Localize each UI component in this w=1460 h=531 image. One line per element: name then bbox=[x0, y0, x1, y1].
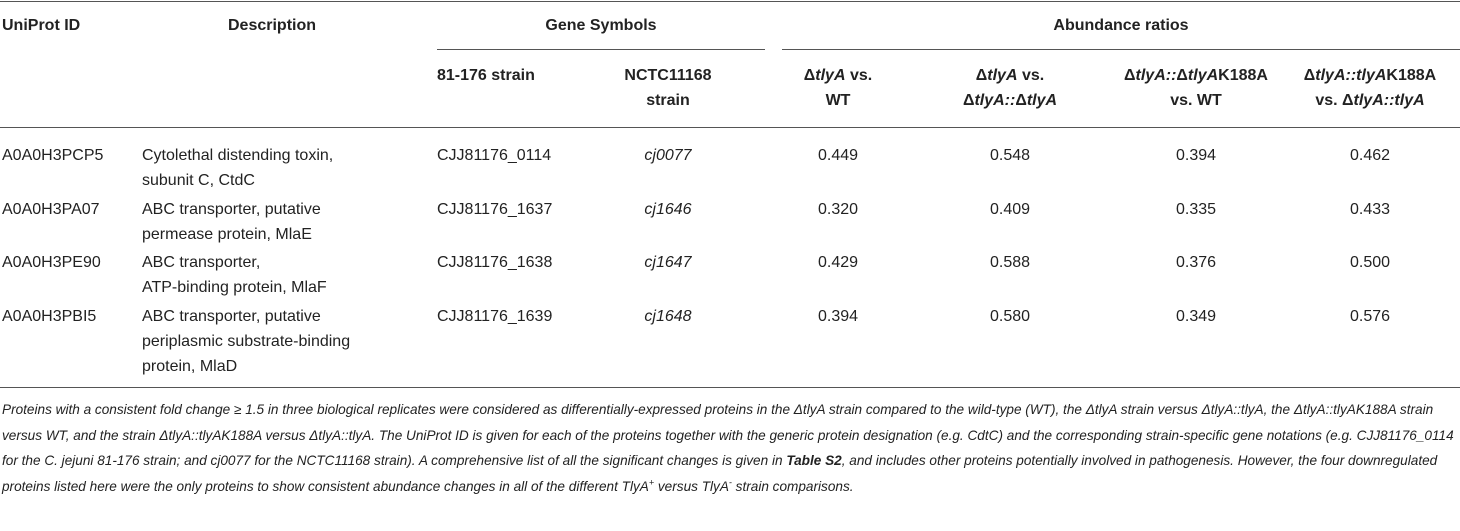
text: strain comparisons. bbox=[731, 478, 854, 494]
text: strain bbox=[646, 92, 690, 109]
ratio: 0.320 bbox=[817, 200, 859, 218]
description-line: protein, MlaD bbox=[142, 358, 238, 376]
ratio: 0.394 bbox=[1175, 147, 1217, 164]
text: tlyA bbox=[987, 67, 1018, 84]
text: vs. bbox=[845, 67, 873, 84]
uniprot-id: A0A0H3PE90 bbox=[2, 254, 101, 272]
header: Abundance ratios bbox=[1053, 17, 1189, 34]
text: tlyA bbox=[815, 67, 846, 84]
text: Table S2 bbox=[786, 453, 842, 469]
text: , and includes other proteins potentiall… bbox=[2, 453, 1438, 494]
bottom-rule bbox=[0, 387, 1460, 388]
ratio: 0.433 bbox=[1349, 200, 1391, 218]
ratio: 0.376 bbox=[1175, 254, 1217, 272]
text: tlyA:: bbox=[1135, 67, 1177, 84]
gene-symbol: CJJ81176_1638 bbox=[437, 254, 553, 272]
column-header: 81-176 strain bbox=[437, 63, 535, 88]
text: Proteins with a consistent fold change ≥… bbox=[2, 402, 1454, 469]
text: versus TlyA bbox=[654, 478, 729, 494]
text: tlyA bbox=[1187, 67, 1219, 84]
text: K188A bbox=[1386, 67, 1437, 84]
text: WT bbox=[825, 92, 851, 109]
column-header: ΔtlyA::tlyAK188A vs. ΔtlyA::tlyA bbox=[1270, 63, 1460, 113]
column-header: ΔtlyA vs. ΔtlyA::ΔtlyA bbox=[910, 63, 1110, 113]
gene-symbol: CJJ81176_0114 bbox=[437, 147, 552, 164]
text: Δ bbox=[1124, 67, 1136, 84]
text: vs. Δ bbox=[1315, 92, 1354, 109]
ratio: 0.429 bbox=[817, 254, 859, 272]
group-rule bbox=[782, 49, 1460, 50]
description-line: permease protein, MlaE bbox=[142, 225, 312, 243]
description: ABC transporter, putative periplasmic sub… bbox=[142, 304, 350, 379]
ratio: 0.449 bbox=[817, 147, 859, 164]
text: Δ bbox=[803, 67, 816, 84]
text: Δ bbox=[1015, 92, 1027, 109]
gene-symbol: cj0077 bbox=[644, 147, 692, 164]
column-header: NCTC11168 strain bbox=[578, 63, 758, 113]
footnote: Proteins with a consistent fold change ≥… bbox=[2, 397, 1458, 499]
ratio: 0.500 bbox=[1349, 254, 1391, 272]
gene-symbol: CJJ81176_1639 bbox=[437, 308, 553, 326]
text: tlyA::tlyA bbox=[1353, 92, 1425, 109]
text: NCTC11168 bbox=[624, 67, 712, 84]
ratio: 0.349 bbox=[1175, 308, 1217, 326]
text: 81-176 strain bbox=[437, 67, 535, 84]
description: ABC transporter, ATP-binding protein, Mla… bbox=[142, 250, 327, 300]
ratio: 0.409 bbox=[989, 200, 1031, 218]
ratio: 0.576 bbox=[1349, 308, 1391, 326]
description-line: subunit C, CtdC bbox=[142, 172, 255, 189]
description-line: periplasmic substrate-binding bbox=[142, 333, 351, 351]
uniprot-id: A0A0H3PCP5 bbox=[2, 147, 104, 164]
description: Cytolethal distending toxin, subunit C, C… bbox=[142, 143, 333, 193]
text: tlyA::tlyA bbox=[1315, 67, 1387, 84]
header: Description bbox=[228, 17, 317, 34]
ratio: 0.462 bbox=[1349, 147, 1391, 164]
text: vs. bbox=[1017, 67, 1045, 84]
header: Gene Symbols bbox=[545, 17, 657, 34]
description-line: ABC transporter, putative bbox=[142, 200, 321, 218]
top-rule bbox=[0, 1, 1460, 2]
ratio: 0.580 bbox=[989, 308, 1031, 326]
text: + bbox=[648, 477, 655, 488]
text: Δ bbox=[1303, 67, 1316, 84]
header: UniProt ID bbox=[2, 17, 81, 34]
ratio: 0.335 bbox=[1175, 200, 1217, 218]
column-header: ΔtlyA::ΔtlyAK188A vs. WT bbox=[1086, 63, 1306, 113]
ratio: 0.394 bbox=[817, 308, 859, 326]
text: vs. WT bbox=[1170, 92, 1222, 109]
text: - bbox=[728, 477, 732, 488]
description-line: Cytolethal distending toxin, bbox=[142, 147, 334, 164]
ratio: 0.548 bbox=[989, 147, 1031, 164]
text: Δ bbox=[1176, 67, 1188, 84]
gene-symbol: cj1646 bbox=[644, 200, 692, 218]
description: ABC transporter, putative permease protei… bbox=[142, 197, 321, 247]
description-line: ABC transporter, putative bbox=[142, 308, 321, 326]
header-rule bbox=[0, 127, 1460, 128]
gene-symbol: cj1648 bbox=[644, 308, 692, 326]
text: tlyA:: bbox=[974, 92, 1016, 109]
description-line: ABC transporter, bbox=[142, 254, 261, 272]
column-header: ΔtlyA vs. WT bbox=[748, 63, 928, 113]
uniprot-id: A0A0H3PA07 bbox=[2, 200, 100, 218]
text: Δ bbox=[975, 67, 988, 84]
description-line: ATP-binding protein, MlaF bbox=[142, 279, 327, 297]
group-rule bbox=[437, 49, 765, 50]
gene-symbol: cj1647 bbox=[644, 254, 692, 272]
text: tlyA bbox=[1026, 92, 1058, 109]
text: K188A bbox=[1218, 67, 1268, 84]
ratio: 0.588 bbox=[989, 254, 1031, 272]
uniprot-id: A0A0H3PBI5 bbox=[2, 308, 97, 326]
text: Δ bbox=[962, 92, 975, 109]
gene-symbol: CJJ81176_1637 bbox=[437, 200, 553, 218]
